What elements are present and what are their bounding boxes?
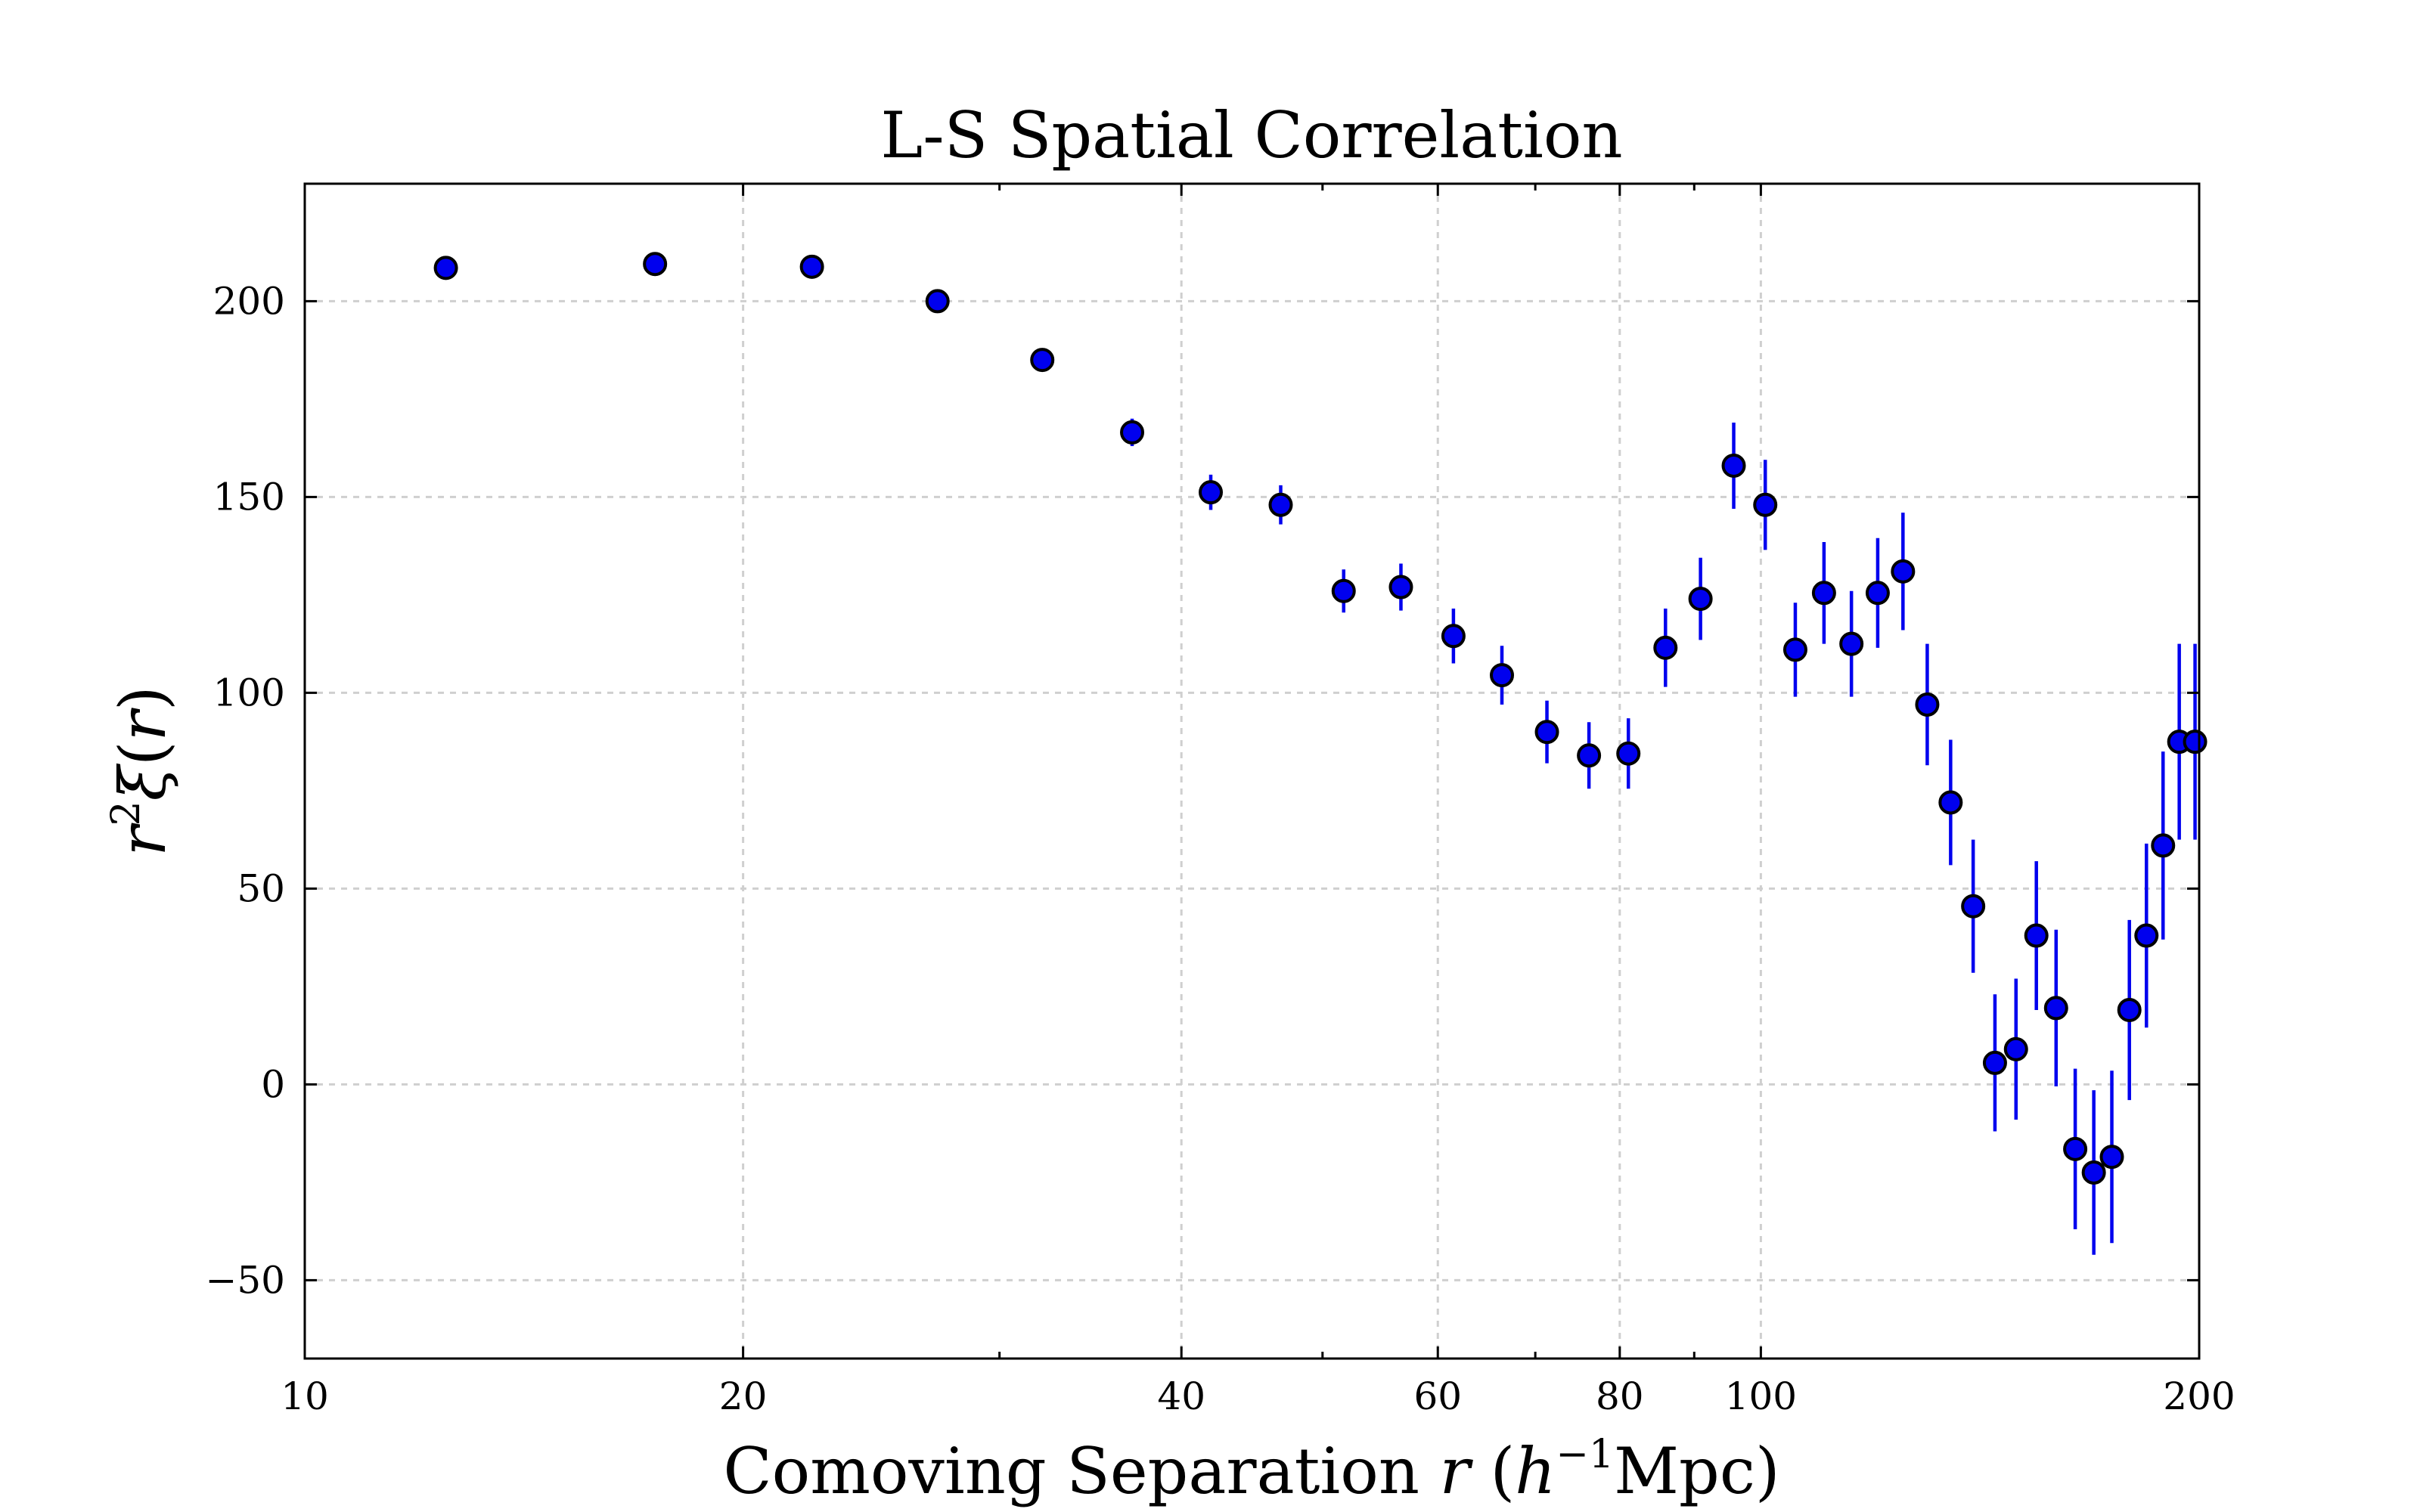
y-axis-label-exp: 2 [104, 801, 149, 826]
data-layer [433, 252, 2207, 1255]
data-point [1653, 635, 1678, 660]
data-point [2063, 1136, 2088, 1161]
data-point [1753, 492, 1778, 517]
data-point [925, 289, 950, 314]
data-point [1961, 894, 1986, 919]
data-point [2081, 1160, 2106, 1185]
x-axis-label: Comoving Separation r (h−1Mpc) [723, 1432, 1779, 1508]
tick-layer: −50 0 50 100 150 200 10 20 40 60 80 100 200 [205, 184, 2235, 1418]
y-axis-label-open: ( [106, 741, 180, 766]
y-axis-label-rr: r [106, 707, 180, 741]
y-tick-label: 0 [261, 1062, 285, 1106]
x-tick-label: 100 [1725, 1374, 1797, 1418]
y-axis-label-close: ) [106, 686, 180, 711]
x-axis-label-open: ( [1470, 1434, 1515, 1508]
data-point [1839, 631, 1864, 656]
x-tick-label: 200 [2163, 1374, 2235, 1418]
data-point [1616, 741, 1641, 766]
data-point [1534, 720, 1559, 745]
chart-title: L-S Spatial Correlation [880, 98, 1622, 172]
data-point [1688, 587, 1713, 612]
data-point [1721, 453, 1746, 478]
data-point [1441, 624, 1466, 649]
x-tick-label: 60 [1413, 1374, 1462, 1418]
data-point [1982, 1050, 2007, 1075]
x-axis-label-unit: Mpc) [1614, 1434, 1780, 1508]
y-axis-label-xi: ξ [106, 763, 180, 801]
y-tick-label: 200 [213, 279, 285, 323]
data-point [1577, 743, 1602, 768]
data-point [2117, 997, 2142, 1022]
x-axis-label-prefix: Comoving Separation [723, 1434, 1439, 1508]
plot-frame [303, 182, 2201, 1360]
y-axis-label-r: r [106, 823, 180, 857]
y-axis-label: r2ξ(r) [104, 686, 180, 856]
data-point [2043, 996, 2068, 1021]
y-tick-label: 150 [213, 475, 285, 519]
y-tick-label: −50 [205, 1258, 285, 1302]
x-axis-label-r: r [1440, 1434, 1474, 1508]
data-point [2151, 833, 2176, 858]
data-point [433, 256, 458, 280]
data-point [1388, 575, 1413, 600]
data-point [1782, 637, 1807, 662]
data-point [1891, 559, 1916, 584]
data-point [1938, 790, 1963, 815]
data-point [643, 252, 668, 277]
x-tick-label: 80 [1596, 1374, 1644, 1418]
data-point [1030, 348, 1055, 373]
x-axis-label-h: h [1515, 1434, 1556, 1508]
x-tick-label: 20 [719, 1374, 768, 1418]
grid-layer [305, 184, 2199, 1359]
data-point [1865, 581, 1890, 606]
data-point [2003, 1036, 2028, 1061]
data-point [2134, 923, 2159, 948]
x-tick-label: 40 [1157, 1374, 1205, 1418]
data-point [1331, 578, 1356, 603]
data-point [1268, 492, 1293, 517]
x-tick-label: 10 [281, 1374, 329, 1418]
data-point [1490, 663, 1515, 688]
y-tick-label: 50 [237, 866, 285, 910]
data-point [799, 254, 824, 279]
data-point [1811, 581, 1836, 606]
data-point [2099, 1145, 2124, 1170]
x-axis-label-exp: −1 [1556, 1432, 1614, 1477]
data-point [1120, 420, 1145, 445]
data-point [1915, 692, 1940, 717]
data-point [2183, 730, 2207, 754]
data-point [1199, 480, 1224, 505]
y-tick-label: 100 [213, 671, 285, 714]
data-point [2024, 923, 2049, 948]
